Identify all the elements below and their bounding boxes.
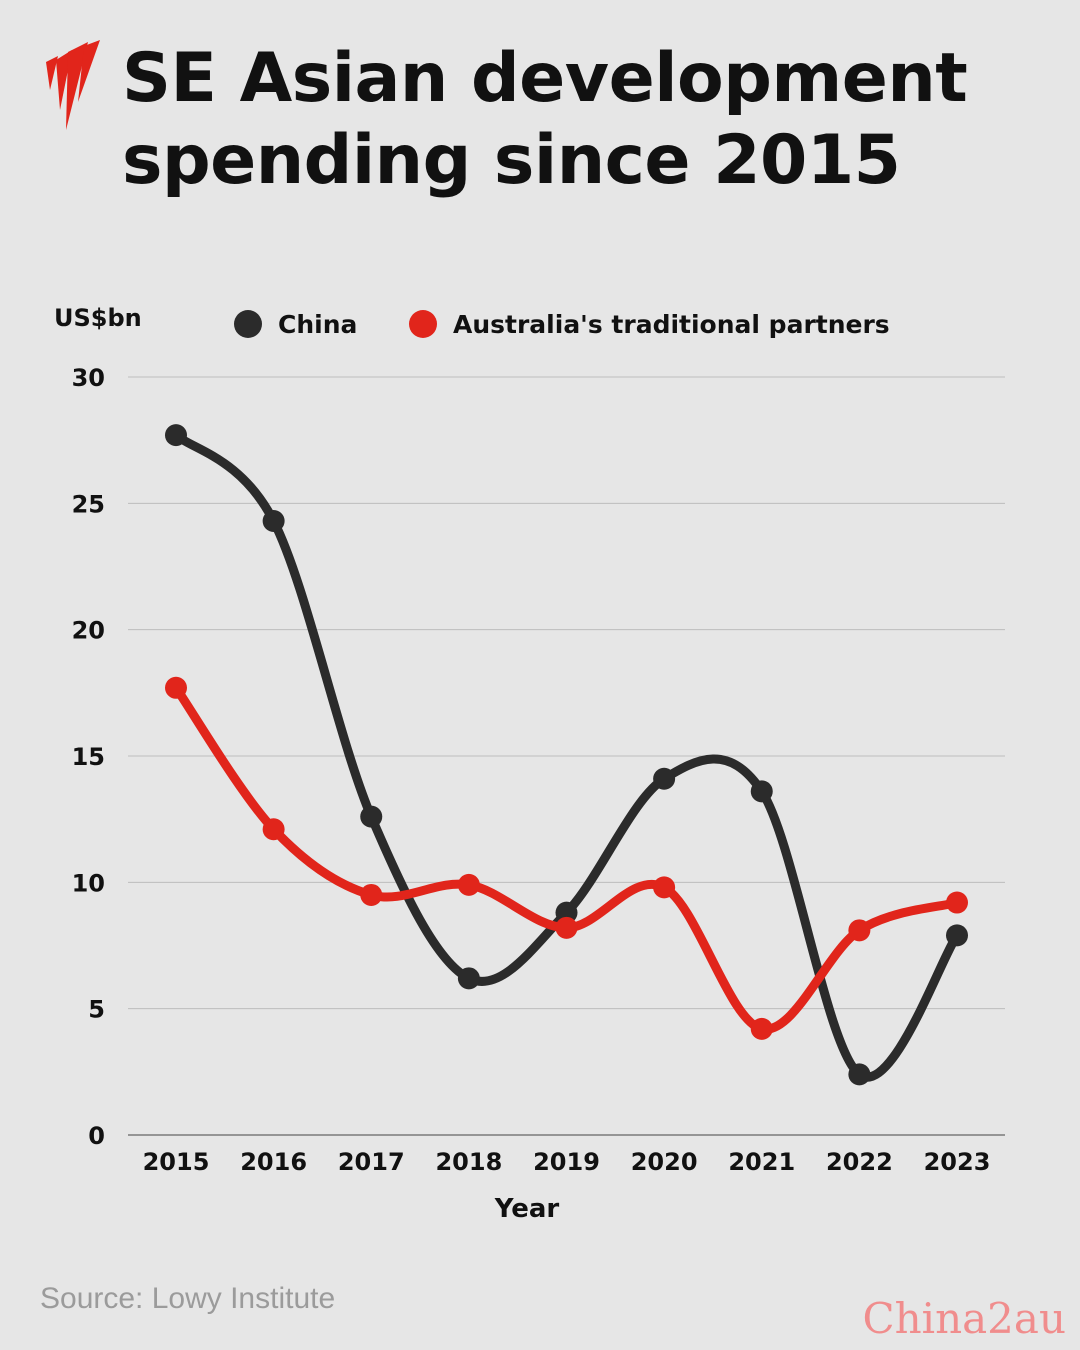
data-point	[262, 510, 285, 533]
x-tick-label: 2016	[240, 1148, 307, 1176]
series-0	[165, 424, 968, 1086]
data-point	[457, 873, 480, 896]
legend-marker	[409, 310, 437, 338]
page-title: SE Asian development spending since 2015	[122, 38, 1022, 202]
legend-marker	[234, 310, 262, 338]
x-tick-label: 2019	[533, 1148, 600, 1176]
y-tick-label: 30	[72, 364, 105, 392]
series-line	[171, 683, 962, 1034]
data-point	[848, 919, 871, 942]
data-point	[750, 780, 773, 803]
data-point	[946, 924, 968, 947]
watermark: China2au	[862, 1294, 1066, 1343]
x-axis: 2015 2016 2017 2018 2019 2020 2021 2022 2023	[143, 1148, 991, 1176]
data-point	[653, 876, 676, 899]
sbs-logo-icon	[46, 40, 100, 130]
grid	[128, 376, 1005, 1136]
x-axis-label: Year	[494, 1194, 560, 1224]
y-tick-label: 15	[72, 743, 105, 771]
y-axis-label: US$bn	[54, 304, 142, 332]
title-line-1: SE Asian development	[122, 39, 968, 118]
data-point	[750, 1017, 773, 1040]
y-tick-label: 10	[72, 869, 105, 897]
x-tick-label: 2020	[631, 1148, 698, 1176]
data-point	[653, 767, 676, 790]
data-point	[360, 805, 383, 828]
series-group	[165, 424, 968, 1086]
data-point	[457, 967, 480, 990]
y-tick-label: 25	[72, 490, 105, 518]
x-tick-label: 2018	[435, 1148, 502, 1176]
y-tick-label: 20	[72, 617, 105, 645]
legend-label: Australia's traditional partners	[453, 310, 890, 339]
y-axis: 0 5 10 15 20 25 30	[72, 364, 105, 1150]
data-point	[262, 818, 285, 841]
x-tick-label: 2023	[924, 1148, 991, 1176]
y-tick-label: 0	[88, 1122, 105, 1150]
x-tick-label: 2021	[728, 1148, 795, 1176]
data-point	[848, 1063, 871, 1086]
data-point	[946, 891, 968, 914]
data-point	[555, 901, 578, 924]
x-tick-label: 2015	[143, 1148, 210, 1176]
x-tick-label: 2022	[826, 1148, 893, 1176]
y-tick-label: 5	[88, 996, 105, 1024]
data-point	[165, 424, 187, 447]
data-point	[555, 916, 578, 939]
legend-label: China	[278, 310, 357, 339]
x-tick-label: 2017	[338, 1148, 405, 1176]
data-point	[360, 883, 383, 906]
source-note: Source: Lowy Institute	[40, 1282, 336, 1315]
series-1	[165, 676, 968, 1040]
data-point	[165, 676, 187, 699]
title-line-2: spending since 2015	[122, 121, 901, 200]
legend: China Australia's traditional partners	[234, 310, 890, 339]
